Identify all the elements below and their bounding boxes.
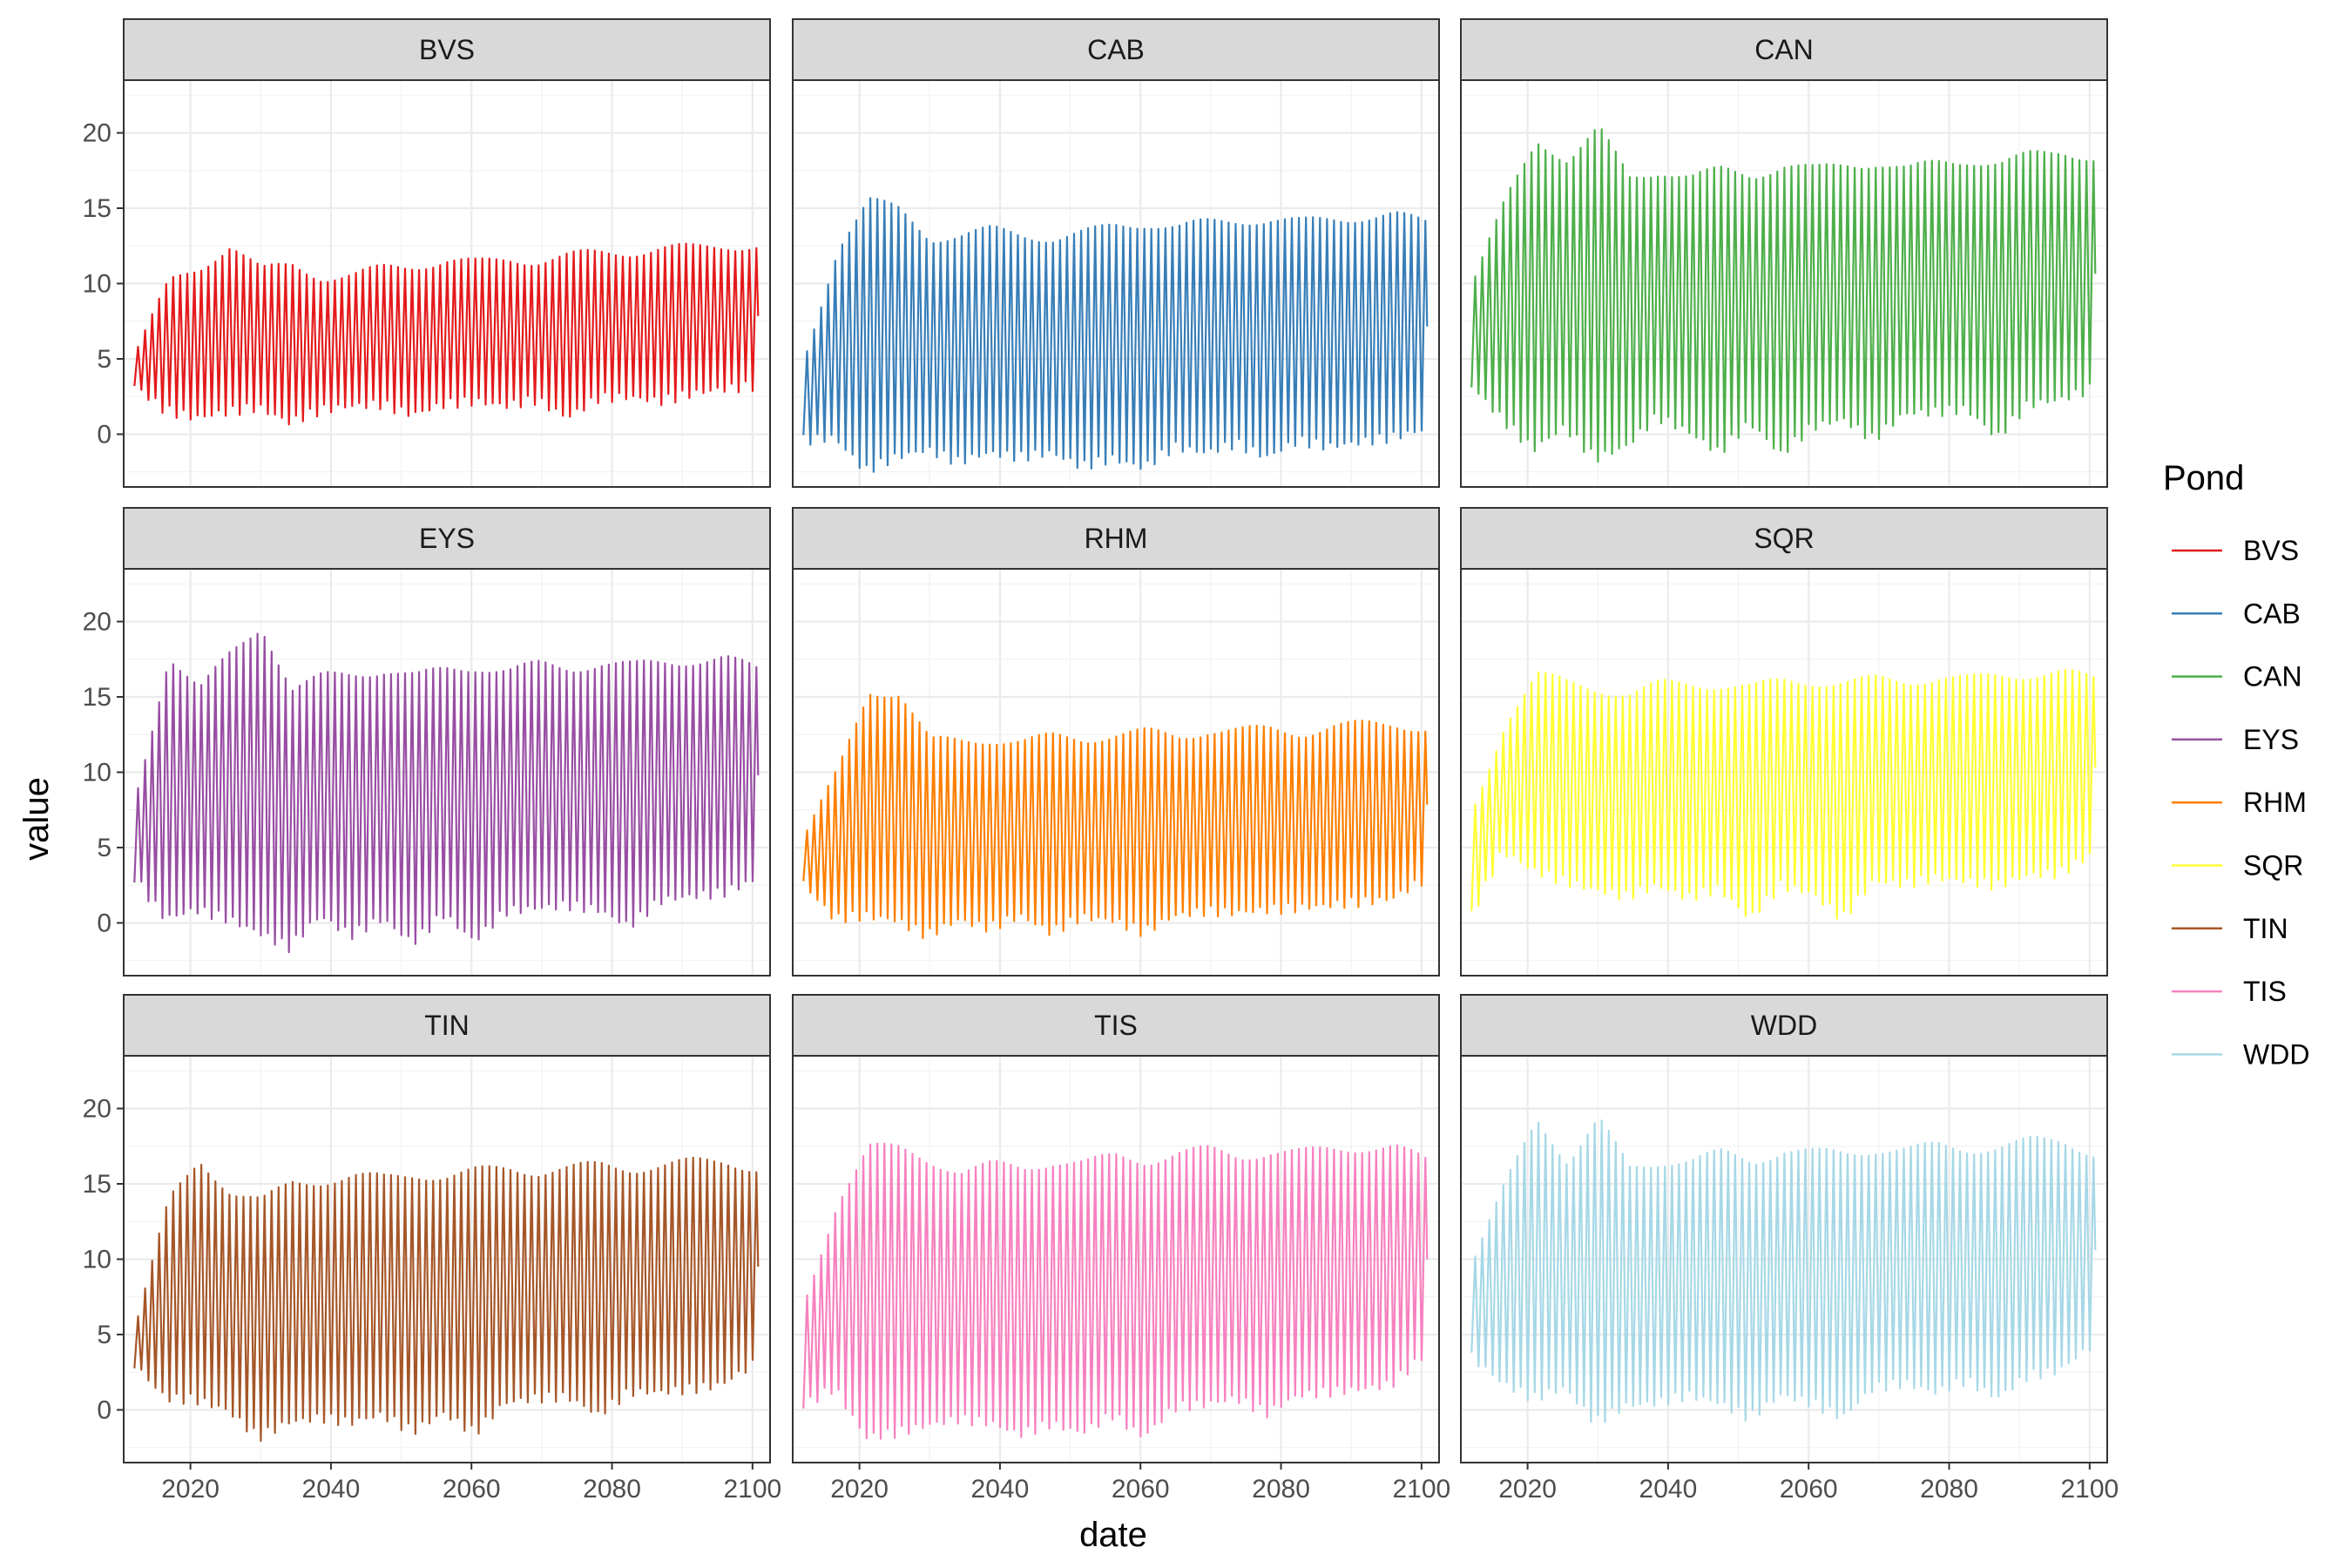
y-tick-label: 5 [97,1321,112,1349]
panel-border [1460,1055,2108,1463]
facet-strip-label: RHM [1085,523,1148,554]
facet-can: CAN [1460,18,2108,488]
facet-strip-label: TIS [1094,1010,1138,1041]
x-tick-label: 2100 [1392,1475,1450,1504]
y-tick-label: 10 [83,1246,112,1274]
x-tick-label: 2100 [2060,1475,2119,1504]
facet-strip-label: SQR [1754,523,1814,554]
y-tick-label: 5 [97,834,112,862]
panel-border [792,79,1440,488]
facet-cab: CAB [792,18,1440,488]
x-tick-label: 2080 [1920,1475,1978,1504]
y-tick-label: 20 [83,608,112,637]
facet-panels: BVS CAB CAN EYS RHM SQR TIN TIS WDD [123,18,2108,1463]
legend-label: TIN [2243,913,2288,944]
legend-title: Pond [2163,459,2244,497]
panel-border [792,568,1440,977]
series-line-tin [133,1156,760,1443]
facet-strip [792,18,1440,81]
y-tick-label: 10 [83,759,112,787]
facet-strip [1460,18,2108,81]
facet-bvs: BVS [123,18,771,488]
y-tick-label: 20 [83,119,112,148]
y-axis-title: value [17,777,56,861]
x-axis-title: date [1079,1516,1147,1554]
legend: Pond BVS CAB CAN EYS RHM SQR TIN TIS WDD [2163,459,2309,1070]
facet-strip-label: TIN [424,1010,470,1041]
x-tick-label: 2080 [1252,1475,1310,1504]
y-tick-label: 0 [97,420,112,449]
facet-wdd: WDD [1460,994,2108,1463]
x-tick-label: 2040 [1639,1475,1698,1504]
facet-strip [123,18,771,81]
facet-strip-label: BVS [419,34,475,65]
facet-tin: TIN [123,994,771,1463]
legend-label: TIS [2243,976,2287,1007]
series-line-eys [133,632,760,954]
legend-label: CAB [2243,598,2301,629]
panel-border [1460,79,2108,488]
legend-label: BVS [2243,535,2299,566]
y-tick-label: 15 [83,194,112,223]
legend-label: RHM [2243,787,2307,818]
x-tick-label: 2060 [443,1475,501,1504]
facet-strip-label: CAN [1754,34,1814,65]
series-line-can [1470,128,2097,463]
y-tick-label: 5 [97,345,112,374]
x-tick-label: 2020 [161,1475,220,1504]
facet-rhm: RHM [792,507,1440,977]
y-tick-label: 0 [97,909,112,937]
y-tick-label: 10 [83,270,112,299]
facet-eys: EYS [123,507,771,977]
series-line-bvs [133,242,760,426]
legend-label: SQR [2243,850,2303,882]
series-line-sqr [1470,668,2097,920]
facet-strip [123,507,771,570]
y-tick-label: 15 [83,683,112,712]
x-tick-label: 2040 [302,1475,361,1504]
facet-strip [1460,507,2108,570]
x-tick-label: 2060 [1112,1475,1170,1504]
facet-strip-label: EYS [419,523,475,554]
legend-label: CAN [2243,661,2302,693]
series-line-wdd [1470,1119,2097,1423]
facet-sqr: SQR [1460,507,2108,977]
facet-strip-label: CAB [1087,34,1145,65]
panel-border [792,1055,1440,1463]
x-tick-label: 2020 [830,1475,889,1504]
panel-border [1460,568,2108,977]
facet-strip [1460,994,2108,1057]
legend-label: WDD [2243,1038,2309,1070]
y-tick-label: 15 [83,1170,112,1199]
series-line-tis [802,1142,1429,1440]
x-tick-label: 2040 [971,1475,1030,1504]
y-tick-label: 0 [97,1396,112,1424]
x-tick-label: 2100 [723,1475,781,1504]
legend-label: EYS [2243,724,2299,755]
facet-tis: TIS [792,994,1440,1463]
facet-strip-label: WDD [1751,1010,1817,1041]
facet-strip [792,994,1440,1057]
x-tick-label: 2060 [1780,1475,1838,1504]
facet-strip [792,507,1440,570]
series-line-rhm [802,693,1429,940]
series-line-cab [802,197,1429,473]
x-tick-label: 2080 [583,1475,641,1504]
y-tick-label: 20 [83,1095,112,1124]
x-tick-label: 2020 [1498,1475,1557,1504]
